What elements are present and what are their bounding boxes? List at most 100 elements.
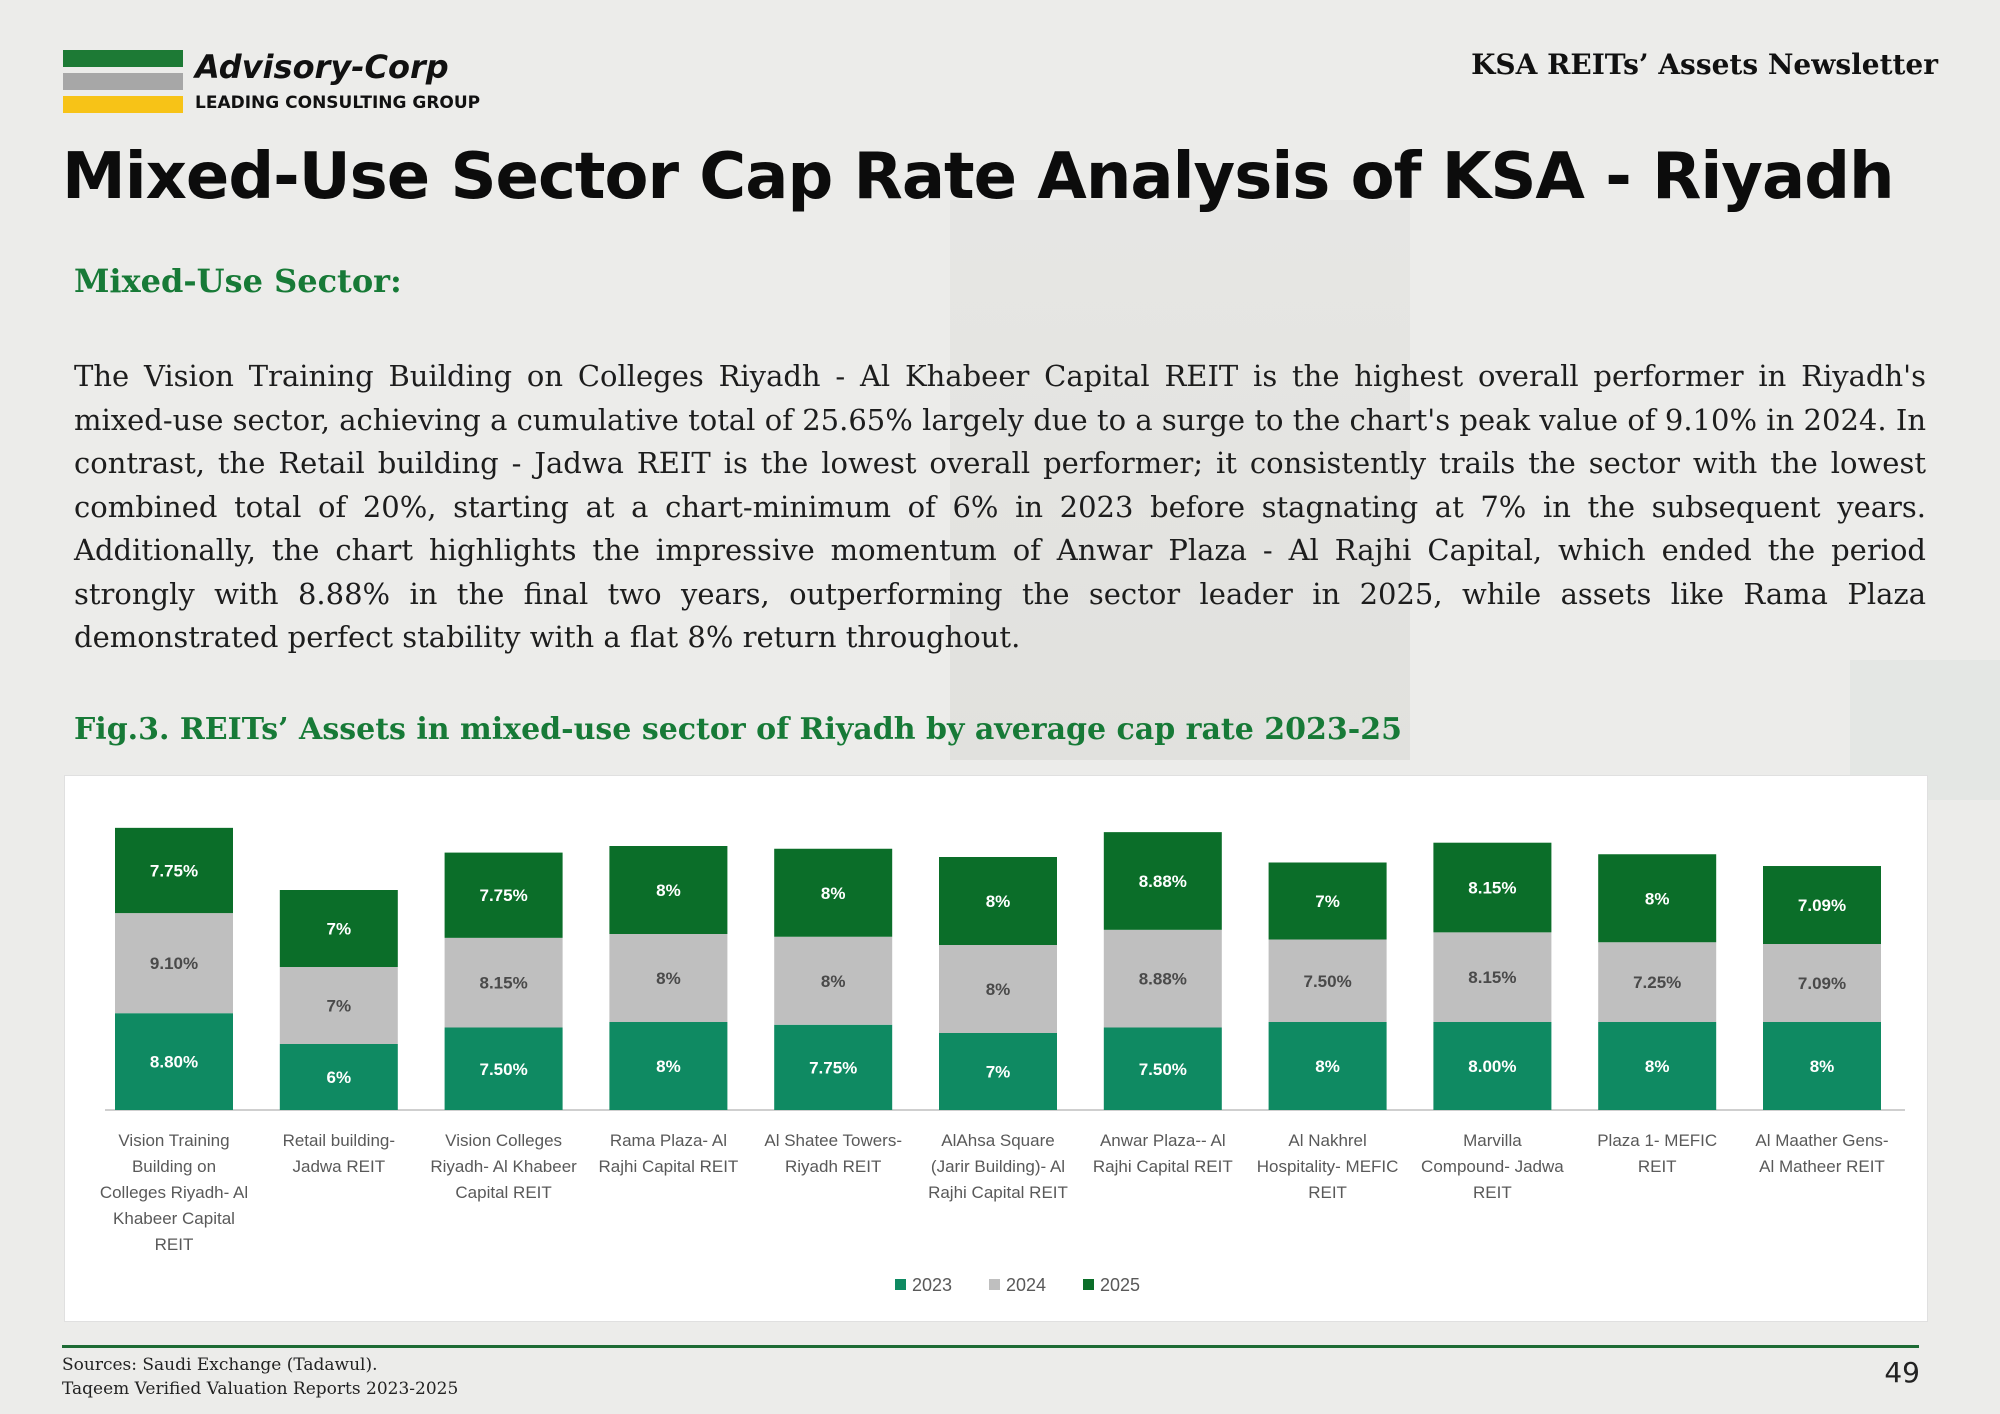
data-label-2023-0: 8.80% (150, 1053, 198, 1072)
data-label-2025-9: 8% (1645, 889, 1670, 908)
bar-2024-0 (115, 913, 233, 1014)
source-note-1: Sources: Saudi Exchange (Tadawul). (62, 1355, 378, 1375)
data-label-2024-1: 7% (327, 997, 352, 1016)
legend-label-2024: 2024 (1006, 1275, 1046, 1295)
bar-2023-6 (1103, 1027, 1222, 1110)
data-label-2023-4: 7.75% (809, 1058, 857, 1077)
category-label-2-line-0: Vision Colleges (445, 1131, 562, 1150)
analysis-paragraph: The Vision Training Building on Colleges… (74, 359, 1926, 654)
category-label-0-line-2: Colleges Riyadh- Al (100, 1183, 248, 1202)
data-label-2025-0: 7.75% (150, 861, 198, 880)
legend-swatch-2024 (989, 1279, 1000, 1290)
legend-swatch-2025 (1083, 1279, 1094, 1290)
logo-green-bar (63, 50, 183, 67)
bar-2023-9 (1598, 1022, 1717, 1110)
page-number: 49 (1884, 1356, 1920, 1389)
legend-label-2025: 2025 (1100, 1275, 1140, 1295)
data-label-2023-8: 8.00% (1468, 1057, 1516, 1076)
bar-2024-5 (939, 945, 1057, 1033)
data-label-2024-7: 7.50% (1303, 972, 1351, 991)
bar-2023-0 (115, 1013, 233, 1110)
newsletter-title: KSA REITs’ Assets Newsletter (1471, 48, 1938, 81)
bar-2024-3 (609, 934, 728, 1022)
bar-2025-3 (609, 846, 728, 934)
category-label-7-line-1: Hospitality- MEFIC (1257, 1157, 1399, 1176)
brand-name: Advisory-Corp (195, 48, 449, 86)
data-label-2023-6: 7.50% (1139, 1060, 1187, 1079)
category-label-0-line-1: Building on (132, 1157, 216, 1176)
category-label-8-line-0: Marvilla (1463, 1131, 1522, 1150)
bar-2025-7 (1268, 862, 1387, 940)
chart-panel: 8.80% 9.10% 7.75% Vision Training Building o… (64, 775, 1928, 1322)
data-label-2023-9: 8% (1645, 1057, 1670, 1076)
bar-2024-8 (1433, 932, 1552, 1022)
category-label-10-line-0: Al Maather Gens- (1755, 1131, 1888, 1150)
bar-2023-1 (279, 1044, 398, 1110)
category-label-5-line-2: Rajhi Capital REIT (928, 1183, 1068, 1202)
data-label-2024-10: 7.09% (1798, 974, 1846, 993)
bar-2024-4 (774, 936, 893, 1025)
category-label-0-line-3: Khabeer Capital (113, 1209, 235, 1228)
category-label-1-line-1: Jadwa REIT (293, 1157, 386, 1176)
data-label-2024-9: 7.25% (1633, 973, 1681, 992)
section-heading: Mixed-Use Sector: (74, 262, 402, 300)
background-building (950, 200, 1410, 760)
category-label-2-line-1: Riyadh- Al Khabeer (430, 1157, 577, 1176)
brand-tagline: LEADING CONSULTING GROUP (195, 93, 481, 113)
category-label-0-line-4: REIT (155, 1235, 194, 1254)
bar-2025-0 (115, 827, 233, 914)
category-label-5-line-1: (Jarir Building)- Al (931, 1157, 1065, 1176)
category-label-4-line-0: Al Shatee Towers- (764, 1131, 902, 1150)
bar-2023-2 (444, 1027, 563, 1110)
data-label-2025-5: 8% (986, 892, 1011, 911)
data-label-2024-4: 8% (821, 972, 846, 991)
data-label-2024-6: 8.88% (1139, 970, 1187, 989)
category-label-6-line-0: Anwar Plaza-- Al (1100, 1131, 1226, 1150)
category-label-6-line-1: Rajhi Capital REIT (1093, 1157, 1233, 1176)
bar-2025-4 (774, 848, 893, 937)
bar-2025-1 (279, 890, 398, 967)
data-label-2024-0: 9.10% (150, 954, 198, 973)
data-label-2024-2: 8.15% (479, 974, 527, 993)
data-label-2025-7: 7% (1315, 892, 1340, 911)
category-label-7-line-0: Al Nakhrel (1288, 1131, 1366, 1150)
category-label-8-line-2: REIT (1473, 1183, 1512, 1202)
data-label-2025-10: 7.09% (1798, 896, 1846, 915)
category-label-8-line-1: Compound- Jadwa (1421, 1157, 1564, 1176)
bar-2025-10 (1763, 866, 1881, 945)
bar-2025-8 (1433, 842, 1552, 933)
bar-2024-10 (1763, 944, 1881, 1022)
legend-label-2023: 2023 (912, 1275, 952, 1295)
data-label-2023-2: 7.50% (479, 1060, 527, 1079)
data-label-2025-3: 8% (656, 881, 681, 900)
bar-2024-1 (279, 967, 398, 1044)
bar-2025-2 (444, 852, 563, 938)
source-note-2: Taqeem Verified Valuation Reports 2023-2… (62, 1379, 459, 1399)
legend-swatch-2023 (895, 1279, 906, 1290)
data-label-2025-8: 8.15% (1468, 879, 1516, 898)
category-label-3-line-1: Rajhi Capital REIT (598, 1157, 738, 1176)
category-label-9-line-1: REIT (1638, 1157, 1677, 1176)
category-label-7-line-2: REIT (1308, 1183, 1347, 1202)
bar-2024-6 (1103, 929, 1222, 1028)
bar-2025-5 (939, 857, 1057, 945)
bar-2025-9 (1598, 854, 1717, 943)
data-label-2025-1: 7% (327, 920, 352, 939)
category-label-0-line-0: Vision Training (118, 1131, 229, 1150)
data-label-2025-2: 7.75% (479, 886, 527, 905)
data-label-2023-1: 6% (327, 1068, 352, 1087)
data-label-2024-3: 8% (656, 969, 681, 988)
bar-2025-6 (1103, 832, 1222, 930)
category-label-4-line-1: Riyadh REIT (785, 1157, 881, 1176)
figure-title: Fig.3. REITs’ Assets in mixed-use sector… (74, 712, 1402, 747)
category-label-3-line-0: Rama Plaza- Al (610, 1131, 727, 1150)
data-label-2023-7: 8% (1315, 1057, 1340, 1076)
bar-2023-3 (609, 1022, 728, 1110)
data-label-2024-8: 8.15% (1468, 968, 1516, 987)
logo-mark (63, 50, 183, 119)
bar-2024-7 (1268, 939, 1387, 1022)
footer-divider (62, 1345, 1919, 1348)
bar-2023-4 (774, 1024, 893, 1110)
data-label-2025-6: 8.88% (1139, 872, 1187, 891)
stacked-bar-chart: 8.80% 9.10% 7.75% Vision Training Building o… (100, 827, 1905, 1295)
